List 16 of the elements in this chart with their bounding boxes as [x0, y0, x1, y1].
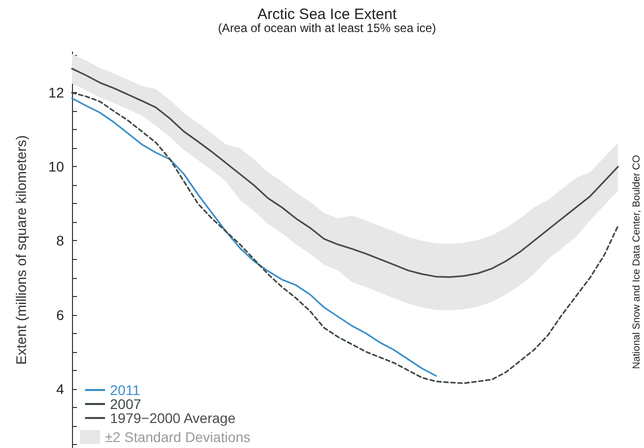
- line-series: [71, 92, 619, 384]
- legend-label: 2007: [110, 396, 142, 412]
- y-tick-label: 6: [56, 306, 64, 323]
- chart-subtitle: (Area of ocean with at least 15% sea ice): [218, 21, 436, 35]
- y-tick-label: 12: [48, 84, 64, 101]
- y-tick-label: 10: [48, 158, 64, 175]
- chart-title: Arctic Sea Ice Extent: [257, 6, 398, 23]
- line-series: [71, 97, 437, 377]
- y-tick-label: 4: [56, 380, 64, 397]
- y-tick-label: 8: [56, 232, 64, 249]
- annotation: ±2 Standard Deviations: [105, 429, 250, 445]
- text: National Snow and Ice Data Center, Boulder CO: [632, 154, 642, 370]
- legend-label: 1979−2000 Average: [110, 410, 236, 426]
- legend-label: 2011: [110, 382, 140, 398]
- line-series: [71, 68, 619, 278]
- y-axis-title: Extent (millions of square kilometers): [13, 135, 29, 365]
